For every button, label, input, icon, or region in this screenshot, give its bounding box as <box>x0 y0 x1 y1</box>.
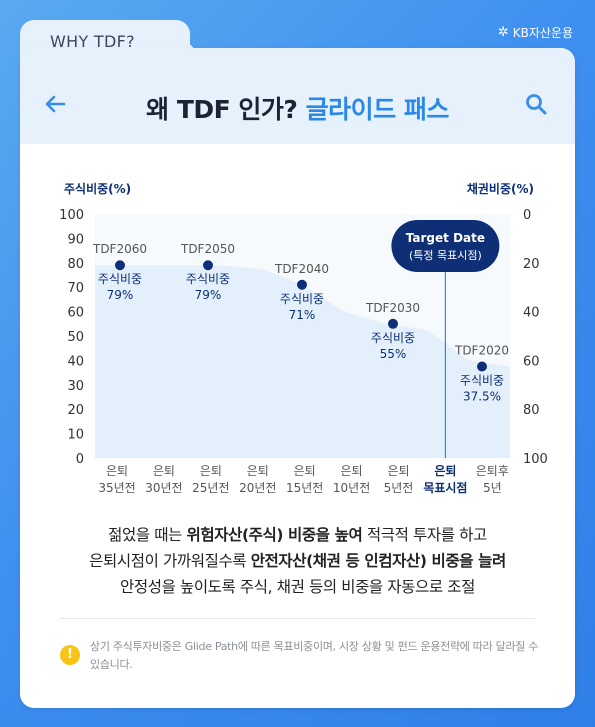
target-date-subtitle: (특정 목표시점) <box>409 249 482 262</box>
title-accent: 글라이드 패스 <box>305 95 450 124</box>
target-date-bubble <box>391 220 500 272</box>
desc-text: 은퇴시점이 가까워질수록 <box>89 552 251 570</box>
point-value: 71% <box>289 308 316 322</box>
x-tick-label: 5년 <box>483 481 502 495</box>
point-label: 주식비중 <box>460 374 504 388</box>
x-tick-label: 은퇴 <box>247 464 269 478</box>
data-point <box>477 361 487 372</box>
page-title: 왜 TDF 인가? 글라이드 패스 <box>20 90 575 126</box>
left-tick-label: 60 <box>67 306 84 321</box>
x-tick-label: 25년전 <box>192 481 229 495</box>
card-header: 왜 TDF 인가? 글라이드 패스 <box>20 48 575 144</box>
disclaimer-text: 상기 주식투자비중은 Glide Path에 따른 목표비중이며, 시장 상황 … <box>90 640 539 671</box>
point-value: 55% <box>380 347 407 361</box>
x-tick-label: 목표시점 <box>423 480 467 495</box>
x-tick-label: 5년전 <box>384 481 414 495</box>
x-tick-label: 은퇴 <box>200 464 222 478</box>
x-tick-label: 은퇴 <box>153 464 175 478</box>
description-line-3: 안정성을 높이도록 주식, 채권 등의 비중을 자동으로 조절 <box>120 578 475 596</box>
data-point <box>297 279 307 290</box>
point-label: 주식비중 <box>371 331 415 345</box>
left-tick-label: 80 <box>67 257 84 272</box>
desc-emphasis: 안전자산(채권 등 인컴자산) 비중을 늘려 <box>250 552 507 570</box>
x-tick-label: 20년전 <box>239 481 276 495</box>
left-axis-label: 주식비중(%) <box>64 181 131 196</box>
data-point <box>115 260 125 271</box>
x-tick-label: 은퇴 <box>294 464 316 478</box>
star-icon: ✲ <box>497 25 509 40</box>
x-tick-label: 10년전 <box>333 481 370 495</box>
point-label: 주식비중 <box>280 292 324 306</box>
point-label: 주식비중 <box>98 272 142 286</box>
point-value: 37.5% <box>463 390 501 404</box>
left-tick-label: 50 <box>67 330 84 345</box>
left-tick-label: 70 <box>67 281 84 296</box>
point-label: 주식비중 <box>186 272 230 286</box>
desc-text: 적극적 투자를 하고 <box>362 526 487 544</box>
x-tick-label: 15년전 <box>286 481 323 495</box>
left-tick-label: 90 <box>67 232 84 247</box>
x-tick-label: 은퇴 <box>106 464 128 478</box>
divider <box>60 618 535 619</box>
tab-label: WHY TDF? <box>50 32 135 51</box>
fund-label: TDF2040 <box>274 262 329 276</box>
fund-label: TDF2060 <box>92 242 147 256</box>
description: 젊었을 때는 위험자산(주식) 비중을 높여 적극적 투자를 하고 은퇴시점이 … <box>20 522 575 600</box>
right-tick-label: 100 <box>523 452 548 467</box>
description-line-1: 젊었을 때는 위험자산(주식) 비중을 높여 적극적 투자를 하고 <box>20 522 575 548</box>
desc-emphasis: 위험자산(주식) 비중을 높여 <box>186 526 363 544</box>
point-value: 79% <box>107 288 134 302</box>
desc-text: 젊었을 때는 <box>108 526 187 544</box>
brand-name: KB자산운용 <box>512 26 573 40</box>
right-tick-label: 0 <box>523 208 531 223</box>
data-point <box>203 260 213 271</box>
search-icon[interactable] <box>525 93 547 115</box>
glide-path-chart: 주식비중(%) 채권비중(%)10090807060504030201000204… <box>59 181 548 495</box>
left-tick-label: 20 <box>67 403 84 418</box>
left-tick-label: 100 <box>59 208 84 223</box>
left-tick-label: 40 <box>67 354 84 369</box>
x-tick-label: 30년전 <box>145 481 182 495</box>
x-tick-label: 은퇴후 <box>476 464 509 478</box>
x-tick-label: 은퇴 <box>387 464 409 478</box>
left-tick-label: 10 <box>67 428 84 443</box>
target-date-title: Target Date <box>406 231 485 245</box>
description-line-2: 은퇴시점이 가까워질수록 안전자산(채권 등 인컴자산) 비중을 늘려 <box>20 548 575 574</box>
right-tick-label: 80 <box>523 403 540 418</box>
stock-area <box>95 265 510 458</box>
right-tick-label: 60 <box>523 354 540 369</box>
right-tick-label: 40 <box>523 306 540 321</box>
title-main: 왜 TDF 인가? <box>146 95 298 124</box>
warning-icon: ! <box>60 645 80 665</box>
fund-label: TDF2020 <box>454 344 509 358</box>
right-axis-label: 채권비중(%) <box>467 181 534 196</box>
data-point <box>388 318 398 329</box>
right-tick-label: 20 <box>523 257 540 272</box>
brand-logo: ✲ KB자산운용 <box>498 24 573 41</box>
x-tick-label: 은퇴 <box>341 464 363 478</box>
main-card: 왜 TDF 인가? 글라이드 패스 주식비중(%) 채권비중(%) 100 90 80 7… <box>20 48 575 708</box>
fund-label: TDF2030 <box>365 301 420 315</box>
arrow-left-icon[interactable] <box>44 94 66 114</box>
left-tick-label: 0 <box>76 452 84 467</box>
fund-label: TDF2050 <box>180 242 235 256</box>
left-tick-label: 30 <box>67 379 84 394</box>
x-tick-label: 35년전 <box>98 481 135 495</box>
x-tick-label: 은퇴 <box>434 463 456 478</box>
point-value: 79% <box>195 288 222 302</box>
